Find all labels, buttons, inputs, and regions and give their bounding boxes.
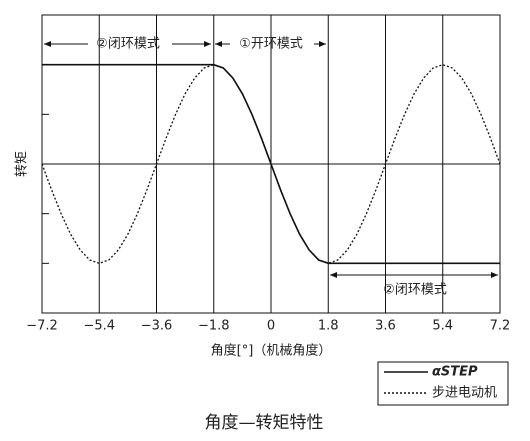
x-tick-label: 3.6	[375, 319, 396, 334]
annotation: ②闭环模式	[383, 283, 447, 298]
x-tick-label: −7.2	[26, 319, 58, 334]
y-axis-label: 转矩	[15, 151, 30, 177]
legend-label: 步进电动机	[432, 386, 497, 401]
x-tick-label: −1.8	[198, 319, 230, 334]
line-series	[41, 64, 501, 264]
x-tick-label: 5.4	[432, 319, 453, 334]
annotation: ②闭环模式	[96, 37, 160, 52]
x-axis-label: 角度[°]（机械角度）	[211, 343, 332, 359]
x-tick-label: 0	[267, 319, 275, 334]
legend	[377, 361, 509, 406]
x-tick-label: 7.2	[490, 319, 511, 334]
x-tick-label: −5.4	[83, 319, 115, 334]
annotation-bg	[88, 35, 172, 53]
caption: 角度—转矩特性	[205, 413, 324, 433]
x-tick-label: 1.8	[318, 319, 339, 334]
annotation-bg	[374, 281, 458, 299]
annotation-bg	[230, 35, 314, 53]
x-tick-label: −3.6	[141, 319, 173, 334]
legend-label: αSTEP	[432, 365, 478, 380]
